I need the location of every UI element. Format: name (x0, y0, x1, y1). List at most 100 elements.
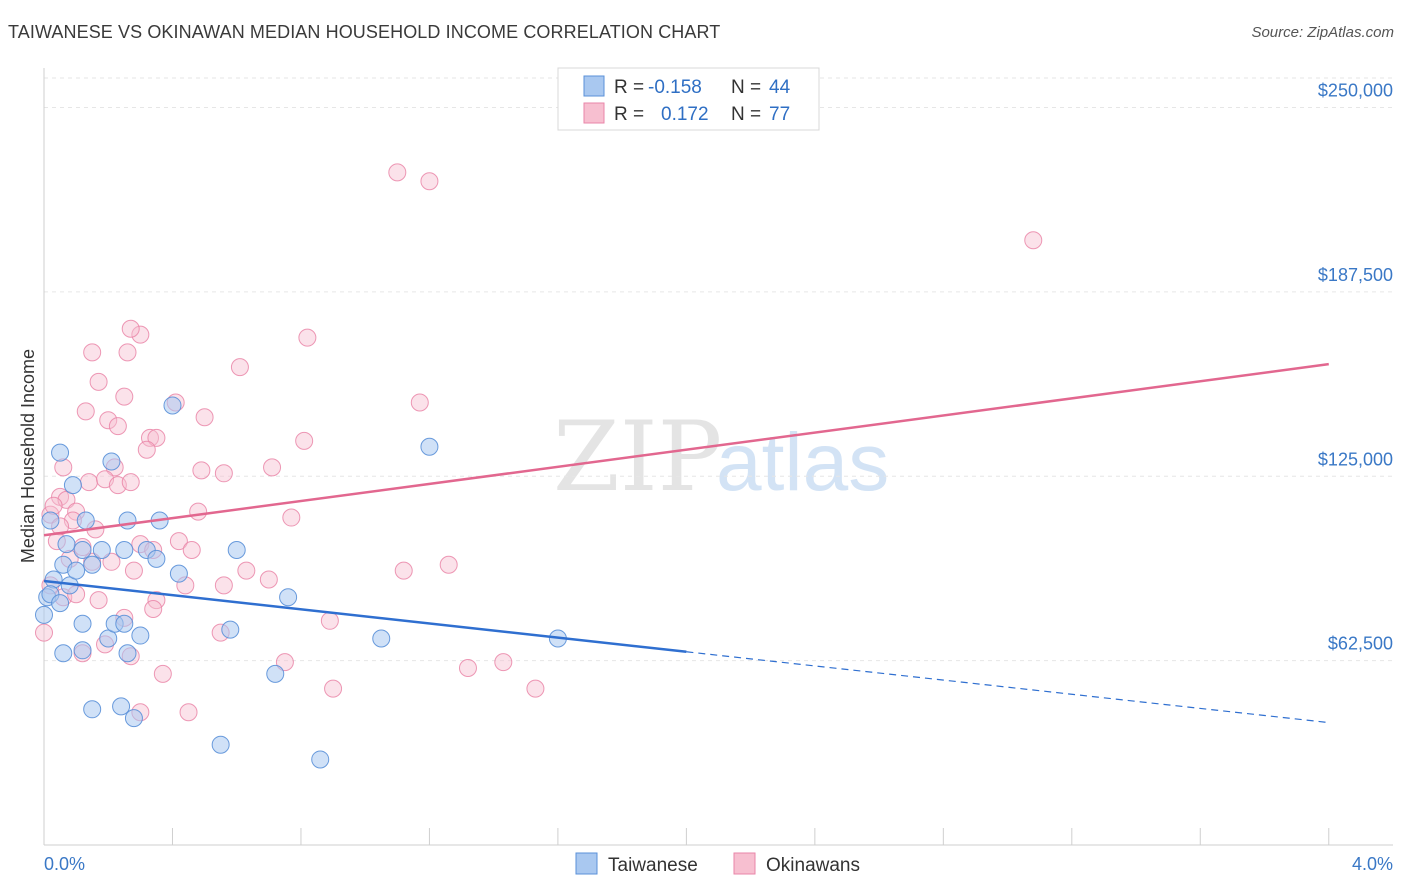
legend-n-label-taiwanese: N = (731, 77, 761, 98)
taiwanese-point (92, 541, 111, 559)
x-tick-label: 4.0% (1352, 854, 1393, 874)
watermark-atlas: atlas (716, 417, 889, 508)
okinawan-point (54, 458, 73, 477)
okinawan-point (102, 552, 121, 571)
taiwanese-point (211, 735, 230, 754)
okinawan-trend-line (43, 362, 1329, 537)
okinawan-point (192, 461, 211, 480)
chart-title: TAIWANESE VS OKINAWAN MEDIAN HOUSEHOLD I… (8, 22, 721, 42)
taiwanese-point (83, 555, 102, 574)
okinawan-point (99, 411, 118, 430)
okinawan-point (115, 387, 134, 406)
taiwanese-point (73, 614, 92, 633)
legend-n-value-okinawan: 77 (769, 104, 790, 125)
okinawan-point (89, 372, 108, 391)
taiwanese-point (163, 396, 182, 415)
okinawan-point (121, 473, 140, 492)
okinawan-point (320, 611, 339, 630)
okinawan-point (214, 576, 233, 595)
taiwanese-point (73, 541, 92, 559)
taiwanese-point (73, 641, 92, 660)
tick-labels: $62,500 $125,000 $187,500 $250,000 0.0% 4.0% (44, 81, 1393, 875)
taiwanese-point (279, 588, 298, 607)
taiwanese-point (102, 452, 121, 471)
legend-n-value-taiwanese: 44 (769, 77, 791, 98)
okinawan-point (275, 653, 294, 672)
legend-swatch-okinawan (583, 102, 605, 124)
taiwanese-trend-extension (686, 651, 1329, 724)
taiwanese-point (63, 476, 82, 495)
okinawan-point (259, 570, 278, 589)
okinawan-point (494, 653, 513, 672)
okinawan-point (388, 163, 407, 182)
okinawan-point (121, 319, 140, 338)
taiwanese-point (115, 541, 134, 559)
okinawan-point (108, 417, 127, 436)
y-axis-label: Median Household Income (18, 349, 38, 563)
okinawan-point (131, 325, 150, 344)
taiwanese-point (266, 664, 285, 683)
legend-r-label-okinawan: R = (614, 104, 644, 125)
taiwanese-point (83, 700, 102, 719)
taiwanese-point (41, 511, 60, 530)
taiwanese-point (67, 561, 86, 580)
okinawan-point (179, 703, 198, 722)
legend-r-label-taiwanese: R = (614, 77, 644, 98)
taiwanese-point (118, 644, 137, 663)
okinawan-point (44, 496, 63, 515)
taiwanese-point (372, 629, 391, 648)
bottom-legend-taiwanese: Taiwanese (608, 855, 698, 876)
okinawan-point (324, 679, 343, 698)
y-tick-label: $62,500 (1328, 634, 1393, 654)
okinawan-point (410, 393, 429, 412)
trend-lines (43, 362, 1329, 724)
okinawan-point (83, 343, 102, 362)
taiwanese-point (44, 570, 63, 589)
taiwanese-point (169, 564, 188, 583)
okinawan-point (195, 408, 214, 427)
legend-n-label-okinawan: N = (731, 104, 761, 125)
okinawan-points (35, 163, 1043, 722)
okinawan-point (237, 561, 256, 580)
okinawan-point (144, 600, 163, 618)
taiwanese-point (115, 614, 134, 633)
okinawan-point (35, 623, 53, 642)
y-tick-label: $250,000 (1318, 81, 1393, 101)
okinawan-point (214, 464, 233, 483)
axes (43, 68, 1393, 846)
x-tick-label: 0.0% (44, 854, 85, 874)
okinawan-point (263, 458, 282, 477)
taiwanese-trend-line (43, 579, 687, 654)
taiwanese-point (54, 644, 73, 663)
taiwanese-points (35, 396, 567, 769)
okinawan-point (1024, 231, 1043, 250)
taiwanese-point (420, 437, 439, 456)
okinawan-point (124, 561, 143, 580)
series-legend: Taiwanese Okinawans (575, 852, 860, 876)
legend-r-value-okinawan: 0.172 (661, 104, 709, 125)
okinawan-point (79, 473, 98, 492)
bottom-legend-swatch-okinawan (733, 852, 756, 875)
okinawan-point (420, 172, 439, 191)
taiwanese-point (221, 620, 240, 639)
okinawan-point (394, 561, 413, 580)
okinawan-point (118, 343, 137, 362)
okinawan-point (169, 532, 188, 551)
taiwanese-point (51, 594, 70, 613)
okinawan-point (137, 440, 156, 459)
taiwanese-point (51, 443, 70, 462)
okinawan-point (439, 555, 458, 574)
okinawan-point (140, 428, 159, 447)
legend-swatch-taiwanese (583, 75, 605, 97)
taiwanese-point (147, 549, 166, 568)
okinawan-point (230, 358, 249, 377)
taiwanese-point (35, 605, 53, 624)
bottom-legend-okinawans: Okinawans (766, 855, 860, 876)
okinawan-point (189, 502, 208, 521)
okinawan-point (295, 431, 314, 450)
okinawan-point (298, 328, 317, 347)
legend-r-value-taiwanese: -0.158 (648, 77, 702, 98)
taiwanese-point (118, 511, 137, 530)
okinawan-point (182, 541, 201, 559)
